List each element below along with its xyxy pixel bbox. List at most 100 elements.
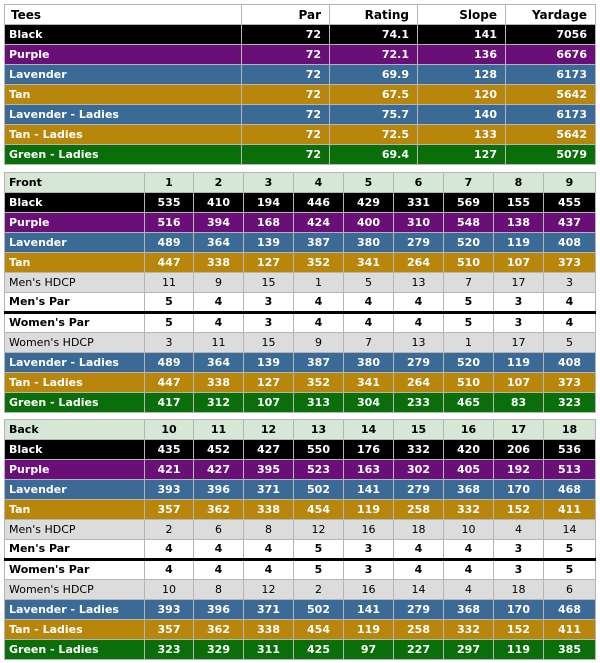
hole-number: 11 — [193, 419, 244, 440]
hole-value: 8 — [243, 519, 294, 540]
hole-value: 11 — [193, 332, 244, 353]
hole-value: 97 — [343, 639, 394, 660]
hole-value: 420 — [443, 439, 494, 460]
row-label: Purple — [4, 459, 145, 480]
hole-value: 4 — [343, 292, 394, 313]
hole-value: 107 — [243, 392, 294, 413]
hole-value: 304 — [343, 392, 394, 413]
hole-value: 4 — [393, 311, 444, 333]
hole-value: 119 — [493, 352, 544, 373]
hole-value: 107 — [493, 372, 544, 393]
row-label: Lavender — [4, 479, 145, 500]
hole-value: 206 — [493, 439, 544, 460]
hole-value: 3 — [493, 311, 544, 333]
hole-value: 447 — [144, 252, 194, 273]
hole-value: 83 — [493, 392, 544, 413]
hole-value: 393 — [144, 479, 194, 500]
hole-value: 7 — [443, 272, 494, 293]
hole-value: 258 — [393, 619, 444, 640]
column-header: Slope — [417, 4, 506, 25]
hole-value: 10 — [443, 519, 494, 540]
row-label: Women's Par — [4, 558, 145, 580]
row-label: Women's Par — [4, 311, 145, 333]
tee-slope: 140 — [417, 104, 506, 125]
hole-value: 18 — [493, 579, 544, 600]
hole-value: 395 — [243, 459, 294, 480]
hole-value: 437 — [543, 212, 596, 233]
hole-value: 264 — [393, 252, 444, 273]
tee-slope: 120 — [417, 84, 506, 105]
handicap-row: Men's HDCP 11 9 15 1 5 13 7 17 3 — [4, 272, 596, 293]
hole-value: 362 — [193, 619, 244, 640]
par-row: Men's Par 4 4 4 5 3 4 4 3 5 — [4, 539, 596, 560]
hole-value: 119 — [343, 619, 394, 640]
hole-value: 11 — [144, 272, 194, 293]
row-label: Lavender - Ladies — [4, 599, 145, 620]
hole-number: 12 — [243, 419, 294, 440]
hole-value: 424 — [293, 212, 344, 233]
tee-row: Tan - Ladies 72 72.5 133 5642 — [4, 124, 596, 145]
hole-value: 4 — [543, 311, 596, 333]
hole-value: 313 — [293, 392, 344, 413]
hole-value: 170 — [493, 599, 544, 620]
hole-value: 127 — [243, 252, 294, 273]
hole-value: 258 — [393, 499, 444, 520]
hole-value: 338 — [193, 252, 244, 273]
hole-value: 446 — [293, 192, 344, 213]
hole-value: 468 — [543, 479, 596, 500]
row-label: Lavender - Ladies — [4, 352, 145, 373]
hole-number: 18 — [543, 419, 596, 440]
hole-value: 4 — [393, 292, 444, 313]
hole-value: 3 — [243, 311, 294, 333]
tee-rating: 74.1 — [329, 24, 418, 45]
hole-value: 489 — [144, 232, 194, 253]
row-label: Tan - Ladies — [4, 372, 145, 393]
hole-value: 5 — [443, 311, 494, 333]
hole-value: 13 — [393, 272, 444, 293]
column-header: Par — [241, 4, 330, 25]
row-label: Green - Ladies — [4, 639, 145, 660]
tee-row: Green - Ladies 72 69.4 127 5079 — [4, 144, 596, 165]
hole-value: 141 — [343, 479, 394, 500]
hole-value: 227 — [393, 639, 444, 660]
row-label: Lavender — [4, 232, 145, 253]
row-label: Tan — [4, 252, 145, 273]
row-label: Green - Ladies — [4, 392, 145, 413]
hole-value: 4 — [144, 558, 194, 580]
hole-value: 3 — [144, 332, 194, 353]
hole-value: 331 — [393, 192, 444, 213]
par-row: Women's Par 4 4 4 5 3 4 4 3 5 — [4, 558, 596, 580]
hole-value: 400 — [343, 212, 394, 233]
hole-value: 332 — [443, 619, 494, 640]
hole-value: 408 — [543, 232, 596, 253]
hole-value: 352 — [293, 372, 344, 393]
hole-number: 8 — [493, 172, 544, 193]
hole-value: 5 — [543, 539, 596, 560]
hole-value: 4 — [243, 558, 294, 580]
hole-value: 3 — [493, 558, 544, 580]
hole-value: 465 — [443, 392, 494, 413]
tee-name: Tan — [4, 84, 242, 105]
tee-yardage-row: Green - Ladies 323 329 311 425 97 227 297 119 385 — [4, 639, 596, 660]
hole-value: 15 — [243, 332, 294, 353]
hole-value: 394 — [193, 212, 244, 233]
hole-value: 119 — [493, 639, 544, 660]
hole-value: 194 — [243, 192, 294, 213]
hole-value: 310 — [393, 212, 444, 233]
hole-value: 516 — [144, 212, 194, 233]
hole-value: 535 — [144, 192, 194, 213]
hole-value: 12 — [243, 579, 294, 600]
hole-value: 302 — [393, 459, 444, 480]
hole-value: 429 — [343, 192, 394, 213]
hole-value: 454 — [293, 499, 344, 520]
hole-value: 163 — [343, 459, 394, 480]
tee-par: 72 — [241, 144, 330, 165]
hole-value: 233 — [393, 392, 444, 413]
hole-value: 107 — [493, 252, 544, 273]
tee-par: 72 — [241, 84, 330, 105]
hole-value: 569 — [443, 192, 494, 213]
hole-value: 502 — [293, 479, 344, 500]
hole-value: 341 — [343, 252, 394, 273]
hole-value: 371 — [243, 599, 294, 620]
hole-value: 408 — [543, 352, 596, 373]
